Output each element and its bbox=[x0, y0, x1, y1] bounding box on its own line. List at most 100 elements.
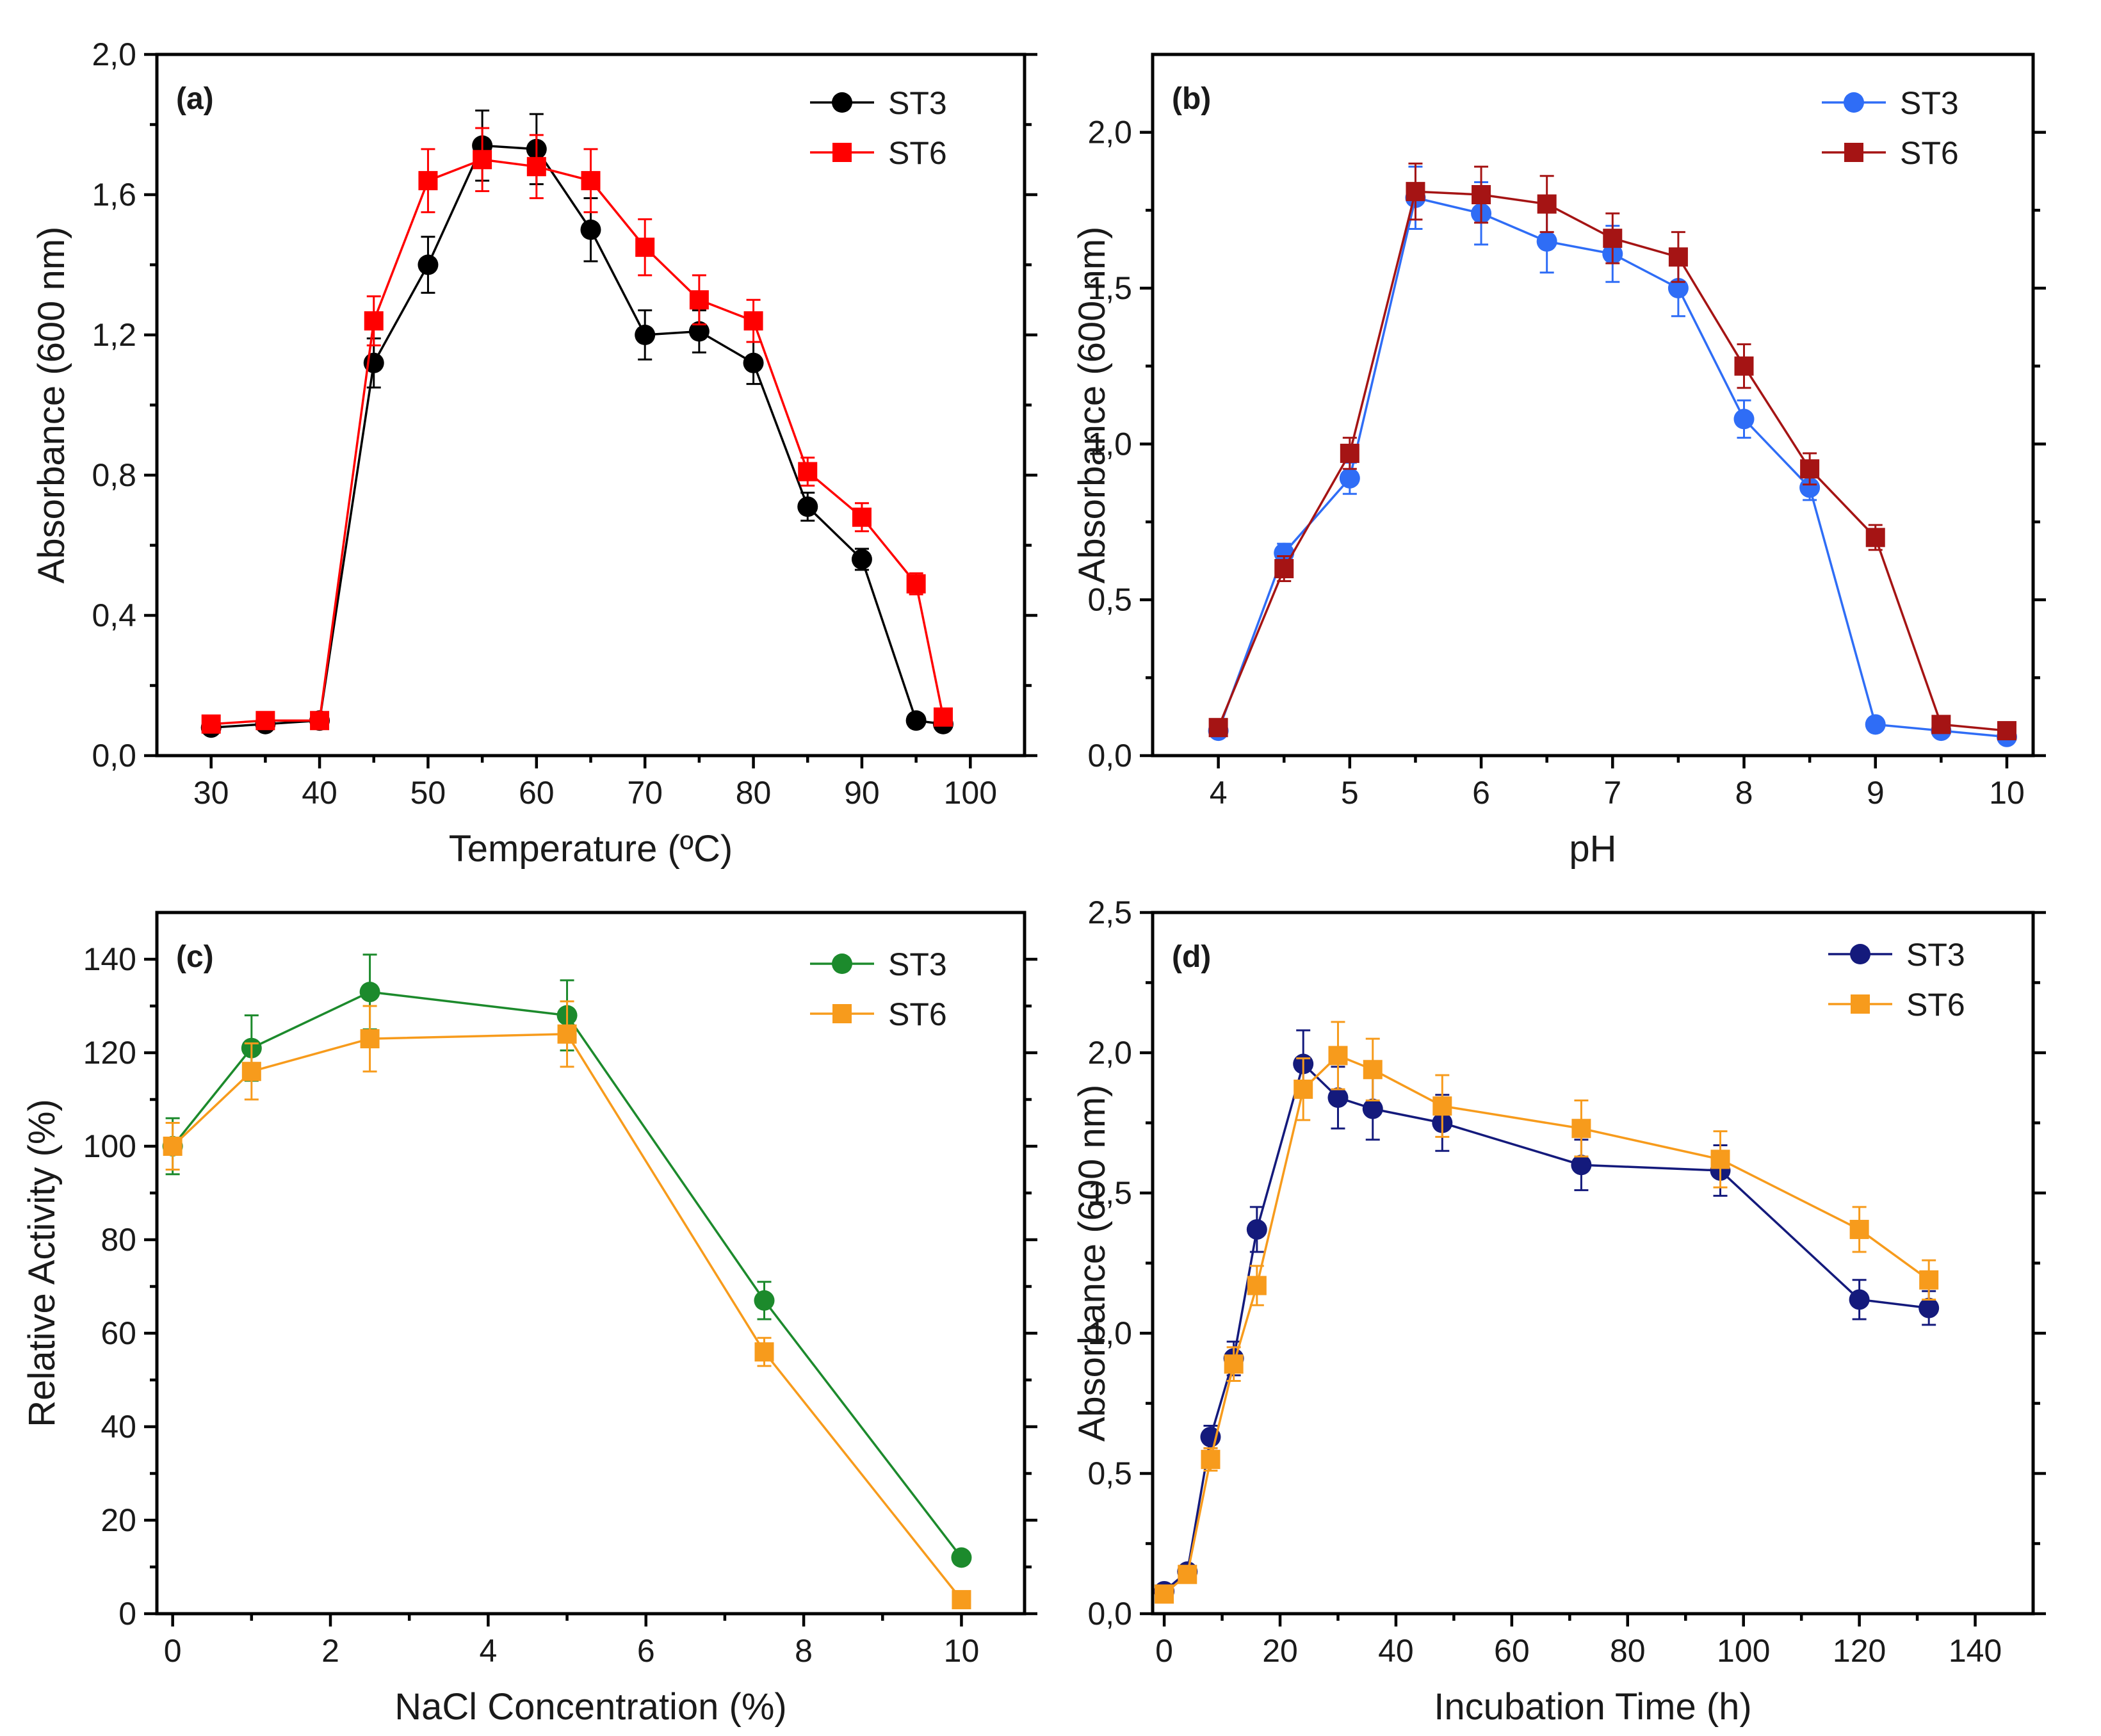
data-point bbox=[526, 157, 546, 177]
y-tick-label: 0,0 bbox=[1087, 1596, 1132, 1632]
legend-label: ST3 bbox=[888, 85, 947, 121]
series-line bbox=[211, 158, 945, 726]
data-point bbox=[1800, 459, 1820, 479]
data-point bbox=[1849, 1219, 1869, 1239]
data-point bbox=[360, 1029, 380, 1049]
y-tick-label: 1,5 bbox=[1087, 1175, 1132, 1211]
y-tick-label: 120 bbox=[83, 1035, 136, 1071]
legend-marker bbox=[832, 92, 852, 113]
y-axis-title: Absorbance (600 nm) bbox=[1071, 1085, 1113, 1442]
x-tick-label: 100 bbox=[944, 775, 997, 811]
y-axis-title: Absorbance (600 nm) bbox=[1071, 227, 1113, 584]
data-point bbox=[1865, 528, 1885, 548]
series-line bbox=[211, 144, 944, 729]
data-point bbox=[1734, 356, 1754, 376]
y-tick-label: 0,0 bbox=[1087, 738, 1132, 774]
x-tick-label: 9 bbox=[1867, 775, 1885, 811]
y-tick-label: 0 bbox=[118, 1596, 136, 1632]
y-tick-label: 2,5 bbox=[1087, 895, 1132, 930]
y-tick-label: 2,0 bbox=[1087, 115, 1132, 150]
data-point bbox=[1537, 194, 1557, 214]
data-point bbox=[364, 311, 384, 331]
data-point bbox=[1667, 278, 1689, 298]
plot-frame bbox=[1151, 911, 2035, 1616]
data-point bbox=[310, 711, 330, 731]
y-tick-label: 1,5 bbox=[1087, 270, 1132, 306]
x-tick-label: 70 bbox=[627, 775, 663, 811]
data-point bbox=[1294, 1079, 1313, 1099]
legend-label: ST6 bbox=[888, 135, 947, 171]
data-point bbox=[798, 462, 818, 482]
data-point bbox=[1247, 1276, 1267, 1295]
series-st3 bbox=[200, 110, 953, 738]
data-point bbox=[418, 171, 438, 191]
x-tick-label: 4 bbox=[1210, 775, 1228, 811]
x-tick-label: 8 bbox=[795, 1633, 813, 1669]
x-tick-label: 6 bbox=[1472, 775, 1490, 811]
x-tick-label: 120 bbox=[1833, 1633, 1886, 1669]
panel-tag: (a) bbox=[176, 82, 214, 116]
data-point bbox=[1327, 1087, 1349, 1108]
series-st6 bbox=[163, 1000, 971, 1610]
data-point bbox=[1799, 477, 1821, 498]
data-point bbox=[635, 238, 655, 257]
x-axis-title: NaCl Concentration (%) bbox=[394, 1686, 786, 1728]
legend-entry-st3: ST3 bbox=[1828, 937, 1965, 973]
data-point bbox=[1997, 721, 2016, 741]
y-tick-label: 140 bbox=[83, 941, 136, 977]
y-tick-label: 40 bbox=[101, 1409, 136, 1445]
data-point bbox=[1406, 182, 1425, 202]
data-point bbox=[797, 496, 818, 517]
series-line bbox=[1163, 1054, 1930, 1595]
y-tick-label: 20 bbox=[101, 1502, 136, 1538]
y-tick-label: 2,0 bbox=[92, 37, 136, 72]
data-point bbox=[1339, 467, 1360, 489]
data-point bbox=[256, 711, 275, 731]
x-tick-label: 50 bbox=[410, 775, 446, 811]
data-point bbox=[1362, 1098, 1383, 1119]
legend-label: ST3 bbox=[1900, 85, 1959, 121]
data-point bbox=[241, 1062, 261, 1082]
x-tick-label: 0 bbox=[1155, 1633, 1173, 1669]
data-point bbox=[1246, 1219, 1267, 1240]
x-tick-label: 10 bbox=[1989, 775, 2025, 811]
data-point bbox=[635, 325, 656, 345]
legend-marker bbox=[1850, 944, 1870, 964]
legend-entry-st6: ST6 bbox=[810, 135, 947, 171]
data-point bbox=[581, 171, 601, 191]
plot-frame bbox=[1151, 53, 2035, 758]
panel-d-incubation: 0 20 40 60 80 100 120 140 0,0 0,5 1,0 1,5 2,0 2,5 Incu… bbox=[1071, 895, 2046, 1728]
x-tick-label: 30 bbox=[193, 775, 229, 811]
x-tick-label: 5 bbox=[1341, 775, 1359, 811]
legend-marker bbox=[832, 953, 852, 974]
data-point bbox=[1919, 1270, 1939, 1290]
x-tick-label: 90 bbox=[844, 775, 880, 811]
y-tick-label: 1,0 bbox=[1087, 1315, 1132, 1351]
data-point bbox=[1710, 1149, 1730, 1169]
panel-tag: (d) bbox=[1172, 940, 1211, 974]
data-point bbox=[1363, 1060, 1383, 1080]
x-tick-label: 60 bbox=[519, 775, 555, 811]
legend-marker bbox=[832, 143, 852, 162]
data-point bbox=[852, 507, 872, 527]
legend-marker bbox=[832, 1004, 852, 1023]
data-point bbox=[201, 714, 221, 734]
data-point bbox=[163, 1137, 183, 1156]
data-point bbox=[1224, 1354, 1244, 1374]
y-tick-label: 1,6 bbox=[92, 177, 136, 213]
data-point bbox=[473, 150, 492, 170]
data-point bbox=[1536, 231, 1557, 252]
data-point bbox=[359, 982, 380, 1003]
series-line bbox=[1163, 1062, 1929, 1593]
x-tick-label: 40 bbox=[302, 775, 337, 811]
x-tick-label: 80 bbox=[736, 775, 772, 811]
legend-label: ST6 bbox=[1900, 135, 1959, 171]
data-point bbox=[1571, 1119, 1591, 1139]
data-point bbox=[1849, 1289, 1870, 1310]
data-point bbox=[743, 352, 764, 373]
x-tick-label: 140 bbox=[1949, 1633, 2002, 1669]
plot-frame bbox=[155, 911, 1026, 1616]
data-point bbox=[557, 1024, 577, 1044]
